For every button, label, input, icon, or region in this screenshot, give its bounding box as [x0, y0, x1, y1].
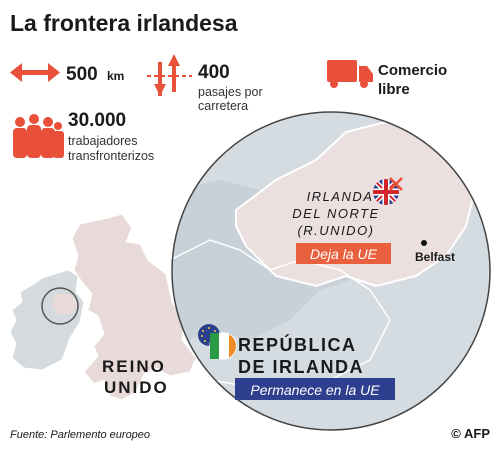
workers-label: trabajadores: [68, 134, 138, 148]
leave-badge: [296, 243, 391, 264]
distance-unit: km: [107, 69, 124, 83]
uk-label: REINO: [102, 357, 166, 376]
truck-icon: [327, 60, 373, 88]
crossings-icon: [147, 54, 192, 96]
trade-label: Comercio: [378, 62, 447, 79]
crossings-label: pasajes por: [198, 85, 263, 99]
distance-value: 500: [66, 64, 98, 85]
ireland-flag: [209, 332, 237, 360]
city-dot: [421, 240, 427, 246]
remain-badge: [235, 378, 395, 400]
source: Fuente: Parlemento europeo: [10, 429, 150, 441]
crossings-value: 400: [198, 62, 230, 83]
credit: © AFP: [451, 426, 490, 441]
workers-value: 30.000: [68, 110, 126, 131]
trade-label: libre: [378, 81, 410, 98]
title: La frontera irlandesa: [10, 10, 238, 36]
uk-label: UNIDO: [104, 378, 169, 397]
workers-icon: [13, 114, 64, 158]
ni-label: IRLANDA: [307, 189, 374, 204]
remain-label: Permanece en la UE: [250, 382, 380, 398]
ni-label: DEL NORTE: [292, 206, 379, 221]
crossings-label: carretera: [198, 99, 248, 113]
ni-label: (R.UNIDO): [297, 223, 374, 238]
zoom-border: [171, 111, 491, 431]
leave-label: Deja la UE: [310, 246, 378, 262]
overview-map: [9, 213, 197, 401]
republic-label: REPÚBLICA: [238, 334, 357, 355]
workers-label: transfronterizos: [68, 149, 154, 163]
exit-mark: [389, 177, 403, 191]
city-label: Belfast: [415, 250, 455, 264]
zoom-map: [172, 112, 490, 430]
republic-label: DE IRLANDA: [238, 357, 364, 377]
distance-icon: [10, 63, 60, 82]
